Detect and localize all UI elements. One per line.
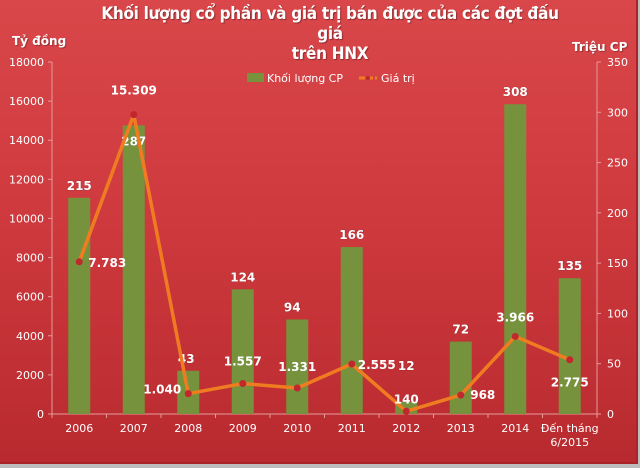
- left-axis-title: Tỷ đồng: [12, 34, 67, 48]
- bar-value-label: 12: [398, 359, 415, 373]
- line-marker: [239, 380, 247, 388]
- bar: [122, 125, 145, 415]
- line-marker: [130, 111, 138, 119]
- left-tick-label: 4000: [16, 330, 44, 343]
- line-marker: [293, 384, 301, 392]
- line-value-label: 2.555: [358, 358, 396, 372]
- bar: [286, 319, 309, 414]
- left-y-axis: 0 2000 4000 6000 8000 10000 12000 14000 16000 180…: [9, 56, 53, 421]
- x-tick-label: Đến tháng 6/2015: [541, 422, 599, 449]
- right-axis-title: Triệu CP: [572, 40, 628, 54]
- bar: [558, 278, 581, 414]
- legend: Khối lượng CP Giá trị: [247, 72, 415, 85]
- right-tick-label: 350: [607, 56, 628, 69]
- x-tick-label: 2007: [120, 422, 148, 435]
- x-tick-label: 2011: [338, 422, 366, 435]
- line-value-label: 7.783: [88, 256, 126, 270]
- x-tick-label: 2012: [392, 422, 420, 435]
- line-marker: [348, 360, 356, 368]
- right-tick-label: 0: [607, 408, 614, 421]
- x-tick-label: 2009: [229, 422, 257, 435]
- line-marker: [511, 332, 519, 340]
- x-tick-label: 2006: [65, 422, 93, 435]
- line-value-label: 15.309: [111, 84, 157, 98]
- bar: [449, 341, 472, 414]
- bar-value-label: 124: [230, 270, 255, 284]
- left-tick-label: 16000: [9, 95, 44, 108]
- left-tick-label: 14000: [9, 134, 44, 147]
- right-tick-label: 300: [607, 106, 628, 119]
- bar: [68, 197, 91, 414]
- line-marker: [566, 356, 574, 364]
- line-value-label: 1.557: [224, 355, 262, 369]
- x-tick-label: 2010: [283, 422, 311, 435]
- x-axis: 2006 2007 2008 2009 2010 2011 2012 2013 2014 Đến …: [51, 413, 599, 449]
- line-value-label: 1.331: [278, 360, 316, 374]
- bar-value-label: 308: [503, 85, 528, 99]
- left-tick-label: 6000: [16, 291, 44, 304]
- right-y-axis: 0 50 100 150 200 250 300 350: [596, 56, 628, 421]
- line-value-label: 968: [470, 388, 495, 402]
- bar-value-label: 215: [67, 179, 92, 193]
- right-tick-label: 150: [607, 257, 628, 270]
- line-value-label: 140: [394, 392, 419, 406]
- line-value-label: 2.775: [551, 376, 589, 390]
- bar: [231, 289, 254, 414]
- bar: [504, 104, 527, 415]
- right-tick-label: 50: [607, 358, 621, 371]
- line-value-label: 1.040: [143, 383, 181, 397]
- left-tick-label: 18000: [9, 56, 44, 69]
- x-tick-label: 2008: [174, 422, 202, 435]
- legend-label-khoi-luong: Khối lượng CP: [267, 72, 343, 85]
- x-tick-label: 2014: [501, 422, 529, 435]
- bar-value-label: 94: [284, 300, 301, 314]
- line-marker: [75, 258, 83, 266]
- left-tick-label: 8000: [16, 252, 44, 265]
- line-value-label: 3.966: [496, 310, 534, 324]
- legend-bar-swatch: [247, 73, 264, 82]
- legend-label-gia-tri: Giá trị: [381, 72, 415, 85]
- left-tick-label: 12000: [9, 173, 44, 186]
- chart-title-line-1: Khối lượng cổ phần và giá trị bán được c…: [101, 4, 559, 44]
- x-tick-label: 2013: [447, 422, 475, 435]
- line-series-gia-tri: 7.783 15.309 1.040 1.557 1.331 2.555 140 968 3.9…: [75, 84, 589, 415]
- left-tick-label: 0: [37, 408, 44, 421]
- chart-title-line-2: trên HNX: [291, 44, 369, 64]
- bar: [340, 247, 363, 414]
- bar-value-label: 72: [452, 323, 469, 337]
- right-tick-label: 200: [607, 207, 628, 220]
- legend-line-swatch: [366, 76, 370, 80]
- right-tick-label: 250: [607, 157, 628, 170]
- line-marker: [184, 390, 192, 398]
- left-tick-label: 2000: [16, 369, 44, 382]
- bar-value-label: 166: [339, 228, 364, 242]
- line-marker: [457, 391, 465, 399]
- bar-value-label: 135: [557, 259, 582, 273]
- right-tick-label: 100: [607, 307, 628, 320]
- chart-title: Khối lượng cổ phần và giá trị bán được c…: [90, 4, 570, 64]
- left-tick-label: 10000: [9, 212, 44, 225]
- line-marker: [402, 407, 410, 415]
